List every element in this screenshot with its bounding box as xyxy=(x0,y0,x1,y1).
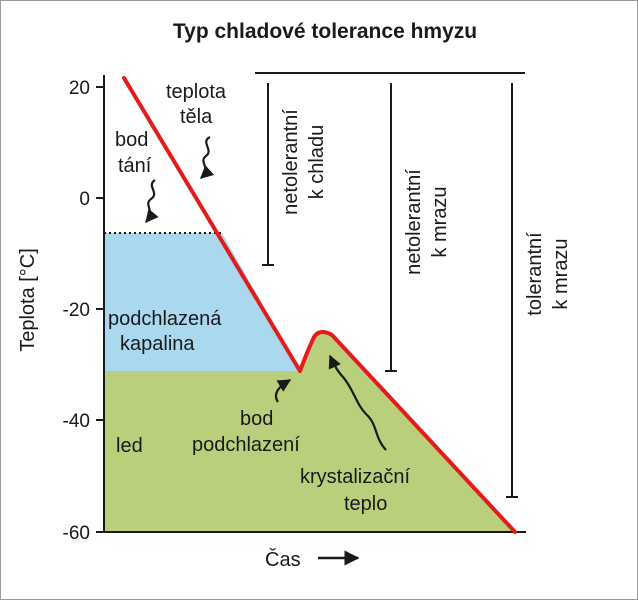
melting-point-squiggle-arrow-icon xyxy=(145,179,159,224)
y-tick-label: -20 xyxy=(63,300,90,321)
melting-point-label-line2: tání xyxy=(118,155,152,177)
diagram-title: Typ chladové tolerance hmyzu xyxy=(173,20,477,43)
y-axis-label: Teplota [°C] xyxy=(17,248,39,352)
chill-intolerant-label-line1: netolerantní xyxy=(280,109,302,215)
body-temp-squiggle-arrow-icon xyxy=(200,136,215,179)
ice-region xyxy=(104,331,515,532)
supercooled-label-line2: kapalina xyxy=(120,333,195,355)
supercooling-point-arrow-icon xyxy=(274,379,292,403)
melting-point-label-line1: bod xyxy=(115,129,148,151)
body-temp-label-line1: teplota xyxy=(166,81,227,103)
y-tick-label: -40 xyxy=(63,411,90,432)
freeze-tolerant-label-line2: k mrazu xyxy=(550,238,572,309)
body-temperature-curve xyxy=(122,76,517,534)
ice-label: led xyxy=(116,435,143,457)
supercooling-point-label-line2: podchlazení xyxy=(192,434,300,456)
freeze-tolerant-label-line1: tolerantní xyxy=(524,232,546,316)
body-temp-label-line2: těla xyxy=(180,106,213,128)
x-axis-label: Čas xyxy=(265,548,301,571)
y-tick-label: 20 xyxy=(69,78,90,99)
chill-intolerant-label-line2: k chladu xyxy=(306,125,328,200)
freeze-intolerant-label-line2: k mrazu xyxy=(429,186,451,257)
crystallization-heat-label-line1: krystalizační xyxy=(300,466,410,488)
supercooled-liquid-region xyxy=(104,233,300,371)
y-tick-label: -60 xyxy=(63,523,90,544)
supercooling-point-label-line1: bod xyxy=(240,408,273,430)
crystallization-heat-arrow-icon xyxy=(328,354,387,451)
supercooled-label-line1: podchlazená xyxy=(108,308,222,330)
freeze-intolerant-label-line1: netolerantní xyxy=(403,169,425,275)
y-tick-label: 0 xyxy=(79,189,90,210)
crystallization-heat-label-line2: teplo xyxy=(344,493,387,515)
